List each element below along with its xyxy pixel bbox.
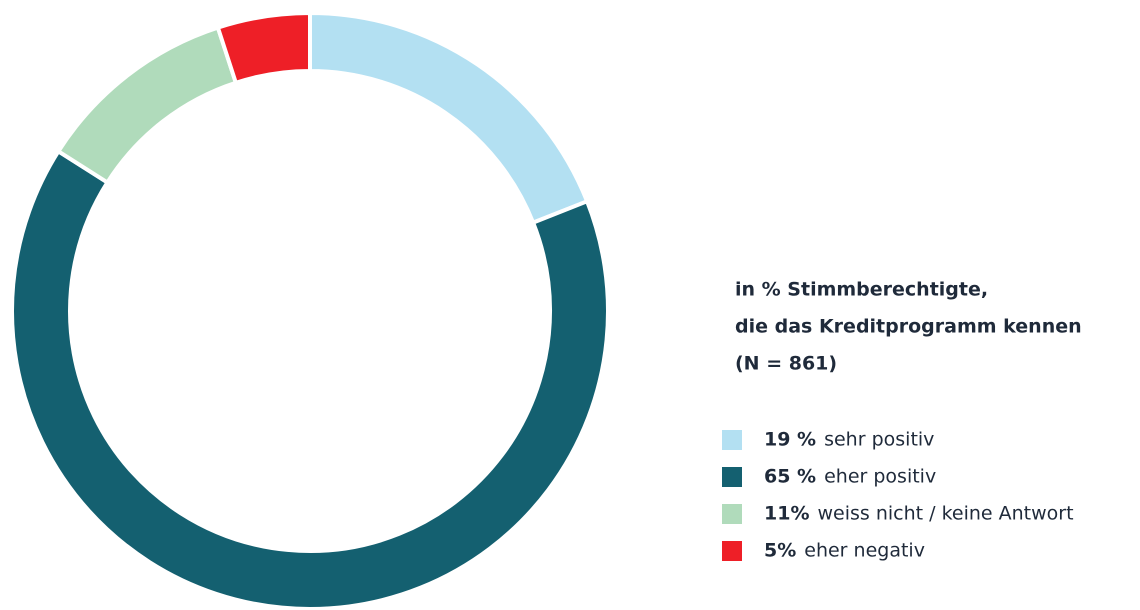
legend-label: weiss nicht / keine Antwort — [817, 503, 1073, 525]
chart-title: in % Stimmberechtigte, — [735, 279, 988, 301]
donut-segment — [215, 10, 312, 86]
legend-swatch — [722, 467, 742, 487]
legend-value: 11% — [764, 503, 809, 525]
donut-segment — [55, 25, 239, 186]
chart-title: (N = 861) — [735, 353, 837, 375]
legend-value: 65 % — [764, 466, 816, 488]
legend-swatch — [722, 504, 742, 524]
chart-title: die das Kreditprogramm kennen — [735, 316, 1082, 338]
legend-label: sehr positiv — [824, 429, 934, 451]
legend-swatch — [722, 430, 742, 450]
legend-label: eher positiv — [824, 466, 936, 488]
legend-value: 5% — [764, 540, 796, 562]
legend-value: 19 % — [764, 429, 816, 451]
donut-segment — [10, 148, 610, 610]
legend-label: eher negativ — [804, 540, 925, 562]
legend-swatch — [722, 541, 742, 561]
donut-segment — [308, 10, 590, 226]
